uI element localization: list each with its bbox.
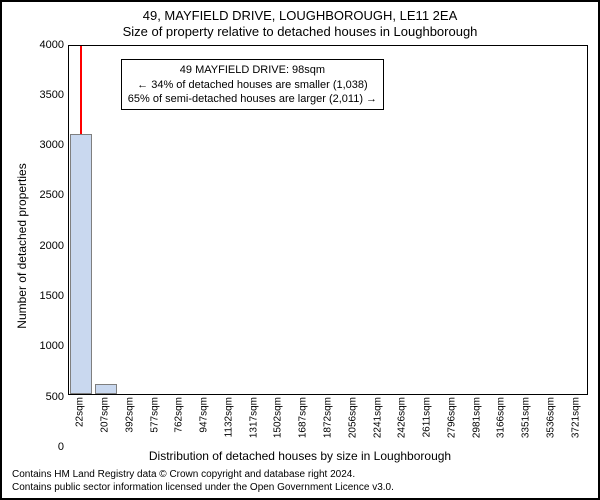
x-tick: 762sqm xyxy=(174,397,185,433)
x-tick: 392sqm xyxy=(124,397,135,433)
y-tick: 3000 xyxy=(40,139,64,151)
chart-body: Number of detached properties 0500100015… xyxy=(12,45,588,448)
x-tick: 1132sqm xyxy=(223,397,234,437)
x-tick: 1317sqm xyxy=(248,397,259,438)
y-axis-ticks: 05001000150020002500300035004000 xyxy=(32,45,68,448)
annotation-box: 49 MAYFIELD DRIVE: 98sqm ← 34% of detach… xyxy=(121,59,384,110)
x-tick: 2426sqm xyxy=(397,397,408,438)
chart-title: 49, MAYFIELD DRIVE, LOUGHBOROUGH, LE11 2… xyxy=(12,8,588,24)
x-tick: 947sqm xyxy=(199,397,210,433)
x-tick: 22sqm xyxy=(75,397,86,427)
annotation-line-3: 65% of semi-detached houses are larger (… xyxy=(128,92,377,106)
x-tick: 3536sqm xyxy=(545,397,556,438)
x-tick: 3721sqm xyxy=(570,397,581,438)
x-tick: 577sqm xyxy=(149,397,160,433)
x-tick: 2056sqm xyxy=(347,397,358,438)
x-axis-ticks: 22sqm 207sqm 392sqm 577sqm 762sqm 947sqm 1132s… xyxy=(68,395,588,447)
x-tick: 2611sqm xyxy=(422,397,433,437)
y-tick: 0 xyxy=(58,441,64,453)
footer-line-1: Contains HM Land Registry data © Crown c… xyxy=(12,469,588,482)
y-axis-label: Number of detached properties xyxy=(15,163,29,328)
x-tick: 2981sqm xyxy=(471,397,482,438)
y-tick: 1500 xyxy=(40,290,64,302)
y-tick: 500 xyxy=(46,391,64,403)
x-tick: 207sqm xyxy=(100,397,111,433)
x-axis-label: Distribution of detached houses by size … xyxy=(12,447,588,467)
footer: Contains HM Land Registry data © Crown c… xyxy=(12,467,588,494)
y-axis-label-col: Number of detached properties xyxy=(12,45,32,448)
annotation-line-1: 49 MAYFIELD DRIVE: 98sqm xyxy=(128,63,377,77)
y-tick: 4000 xyxy=(40,39,64,51)
y-tick: 1000 xyxy=(40,340,64,352)
y-tick: 3500 xyxy=(40,89,64,101)
annotation-line-2: ← 34% of detached houses are smaller (1,… xyxy=(128,78,377,92)
x-tick: 1687sqm xyxy=(298,397,309,438)
bar xyxy=(95,384,117,394)
x-tick: 3351sqm xyxy=(521,397,532,438)
y-tick: 2500 xyxy=(40,189,64,201)
x-tick: 1502sqm xyxy=(273,397,284,438)
x-tick: 2241sqm xyxy=(372,397,383,438)
footer-line-2: Contains public sector information licen… xyxy=(12,482,588,495)
x-tick: 2796sqm xyxy=(446,397,457,438)
chart-subtitle: Size of property relative to detached ho… xyxy=(12,24,588,40)
x-tick: 3166sqm xyxy=(496,397,507,438)
x-tick: 1872sqm xyxy=(323,397,334,438)
y-tick: 2000 xyxy=(40,240,64,252)
plot-wrap: 49 MAYFIELD DRIVE: 98sqm ← 34% of detach… xyxy=(68,45,588,448)
chart-container: 49, MAYFIELD DRIVE, LOUGHBOROUGH, LE11 2… xyxy=(0,0,600,500)
bar xyxy=(70,134,92,394)
plot-area: 49 MAYFIELD DRIVE: 98sqm ← 34% of detach… xyxy=(68,45,588,396)
